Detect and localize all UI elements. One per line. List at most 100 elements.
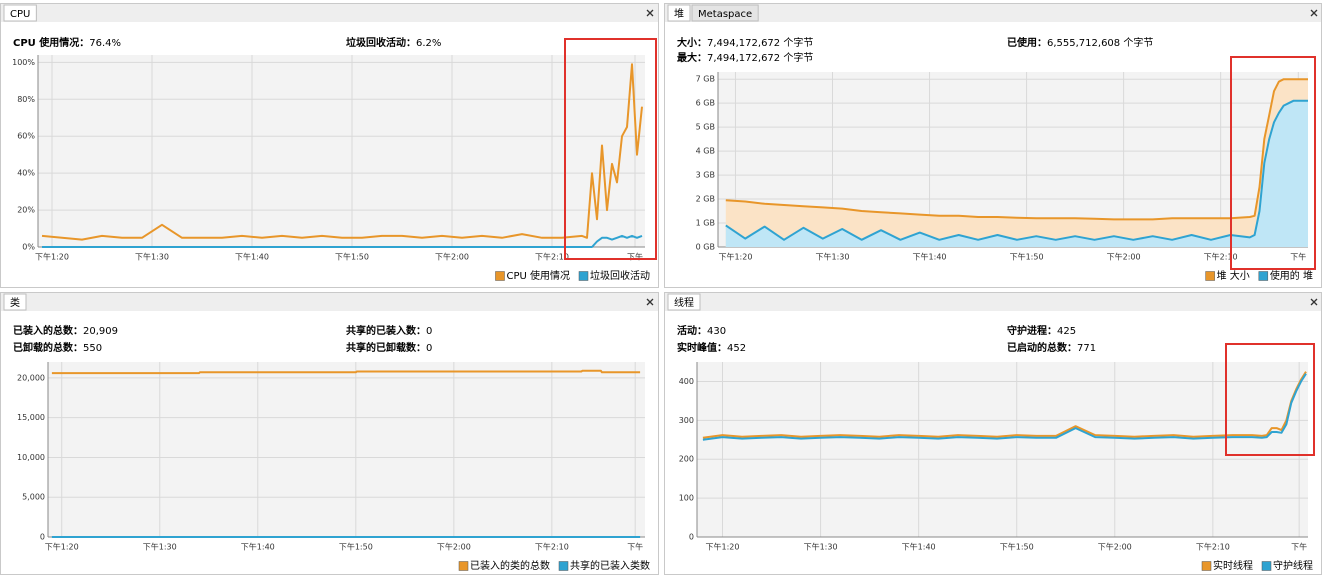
panel-frames [0,3,1322,575]
tab[interactable] [691,4,759,22]
y-tick-label: 20% [17,206,35,215]
series-line [41,63,643,241]
stat-label: 已启动的总数： [1007,341,1077,354]
stat-value: 7,494,172,672 个字节 [707,36,813,49]
x-tick-label: 下午1:50 [1010,252,1044,262]
stat-label: 最大： [677,51,707,64]
y-tick-label: 0 [40,533,45,542]
stat: 共享的已装入数：0 [346,324,432,337]
series-area [725,79,1308,247]
series-line [702,373,1307,441]
x-tick-label: 下午1:50 [335,252,369,262]
y-tick-label: 5 GB [696,123,715,132]
stat: 实时峰值：452 [677,341,746,354]
x-tick-label: 下午2:00 [435,252,469,262]
stat-value: 0 [426,326,432,337]
legend-swatch [1261,561,1272,571]
y-tick-label: 6 GB [696,99,715,108]
stat: 已装入的总数：20,909 [13,324,118,337]
y-tick-label: 0 GB [696,243,715,252]
legend-swatch [558,561,569,571]
y-tick-label: 0 [689,533,694,542]
stat: 活动：430 [677,324,726,337]
x-tick-label: 下午 [627,252,643,262]
stat-label: 实时峰值： [677,341,727,354]
y-tick-label: 7 GB [696,75,715,84]
x-tick-label: 下午2:10 [535,542,569,552]
stat-label: 共享的已装入数： [346,324,426,337]
tab-bar [665,4,1321,22]
tab[interactable] [3,293,27,311]
tab-bar [1,293,658,311]
y-tick-label: 15,000 [17,413,45,422]
tab[interactable] [667,4,691,22]
panel-frame [664,3,1322,288]
x-tick-label: 下午2:00 [1107,252,1141,262]
tab-label: 线程 [674,296,694,309]
y-tick-label: 1 GB [696,219,715,228]
x-tick-label: 下午1:30 [804,542,838,552]
y-tick-label: 5,000 [22,493,45,502]
stat-value: 771 [1077,343,1096,354]
series-line [51,369,641,375]
y-tick-label: 40% [17,169,35,178]
close-button[interactable] [646,9,654,17]
tab-bar [1,4,658,22]
stat-label: 垃圾回收活动： [346,36,416,49]
stat-label: 已装入的总数： [13,324,83,337]
x-tick-label: 下午1:20 [706,542,740,552]
legend-label: 垃圾回收活动 [590,269,650,282]
stat: 已卸载的总数：550 [13,341,102,354]
stat: 垃圾回收活动：6.2% [346,36,441,49]
tab-bar [665,293,1321,311]
stat-label: CPU 使用情况： [13,36,89,49]
close-buttons [646,9,1318,306]
legend-swatch [1258,271,1269,281]
legend-label: 堆 大小 [1217,269,1250,282]
y-tick-label: 60% [17,132,35,141]
legend-swatch [495,271,505,281]
highlight-box [564,38,657,260]
x-tick-label: 下午1:20 [45,542,79,552]
legend-label: 已装入的类的总数 [470,559,550,572]
x-tick-label: 下午2:00 [437,542,471,552]
y-tick-label: 3 GB [696,171,715,180]
x-tick-label: 下午1:50 [1000,542,1034,552]
panel-frame [0,292,659,575]
x-tick-label: 下午1:40 [902,542,936,552]
y-tick-label: 0% [22,243,35,252]
x-tick-label: 下午2:10 [1196,542,1230,552]
tab[interactable] [667,293,701,311]
plot-area [38,55,645,247]
tab-label: 堆 [674,8,684,20]
stat-label: 共享的已卸载数： [346,341,426,354]
y-tick-label: 80% [17,95,35,104]
x-tick-label: 下午2:10 [1204,252,1238,262]
stat-value: 7,494,172,672 个字节 [707,51,813,64]
legend-swatch [1201,561,1212,571]
stat-value: 76.4% [89,38,121,49]
stat: 已使用：6,555,712,608 个字节 [1007,36,1153,49]
close-button[interactable] [1310,298,1318,306]
x-tick-label: 下午1:20 [35,252,69,262]
y-tick-label: 20,000 [17,373,45,382]
stat: 已启动的总数：771 [1007,341,1096,354]
x-tick-label: 下午1:30 [816,252,850,262]
stat-value: 6,555,712,608 个字节 [1047,36,1153,49]
stat-label: 大小： [677,36,707,49]
stat-label: 已使用： [1007,36,1047,49]
y-tick-label: 200 [679,455,694,464]
x-tick-label: 下午2:00 [1098,542,1132,552]
close-button[interactable] [1310,9,1318,17]
x-tick-label: 下午1:30 [135,252,169,262]
y-tick-label: 4 GB [696,147,715,156]
tab[interactable] [3,4,37,22]
x-tick-label: 下午1:50 [339,542,373,552]
y-tick-label: 10,000 [17,453,45,462]
series-line [725,78,1308,221]
close-button[interactable] [646,298,654,306]
y-tick-label: 2 GB [696,195,715,204]
stat-value: 425 [1057,326,1076,337]
y-tick-label: 400 [679,377,694,386]
